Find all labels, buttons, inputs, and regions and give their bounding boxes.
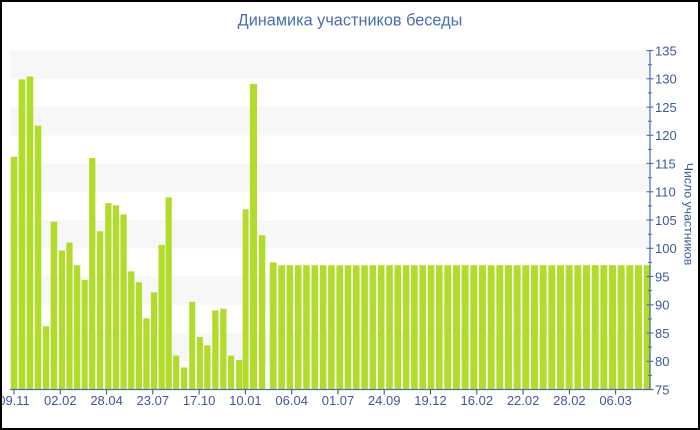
svg-text:06.03: 06.03 [599, 393, 632, 408]
svg-text:135: 135 [655, 43, 677, 58]
svg-text:95: 95 [655, 269, 669, 284]
svg-text:115: 115 [655, 156, 676, 171]
svg-text:90: 90 [655, 298, 669, 313]
svg-text:28.02: 28.02 [553, 393, 586, 408]
svg-text:19.12: 19.12 [414, 393, 447, 408]
svg-text:09.11: 09.11 [0, 393, 30, 408]
svg-text:Динамика участников беседы: Динамика участников беседы [238, 12, 463, 30]
svg-text:Число участников: Число участников [682, 163, 696, 266]
svg-text:105: 105 [655, 213, 677, 228]
svg-text:24.09: 24.09 [368, 393, 401, 408]
svg-text:80: 80 [655, 354, 669, 369]
svg-text:120: 120 [655, 128, 677, 143]
svg-text:110: 110 [655, 185, 676, 200]
svg-text:23.07: 23.07 [137, 393, 170, 408]
svg-text:85: 85 [655, 326, 669, 341]
svg-text:130: 130 [655, 72, 677, 87]
svg-text:02.02: 02.02 [44, 393, 77, 408]
svg-text:28.04: 28.04 [90, 393, 123, 408]
svg-text:75: 75 [655, 382, 669, 397]
svg-text:22.02: 22.02 [507, 393, 540, 408]
svg-text:10.01: 10.01 [229, 393, 262, 408]
svg-text:125: 125 [655, 100, 677, 115]
svg-text:06.04: 06.04 [275, 393, 308, 408]
svg-text:17.10: 17.10 [183, 393, 216, 408]
svg-text:100: 100 [655, 241, 677, 256]
svg-text:01.07: 01.07 [322, 393, 355, 408]
svg-text:16.02: 16.02 [461, 393, 494, 408]
